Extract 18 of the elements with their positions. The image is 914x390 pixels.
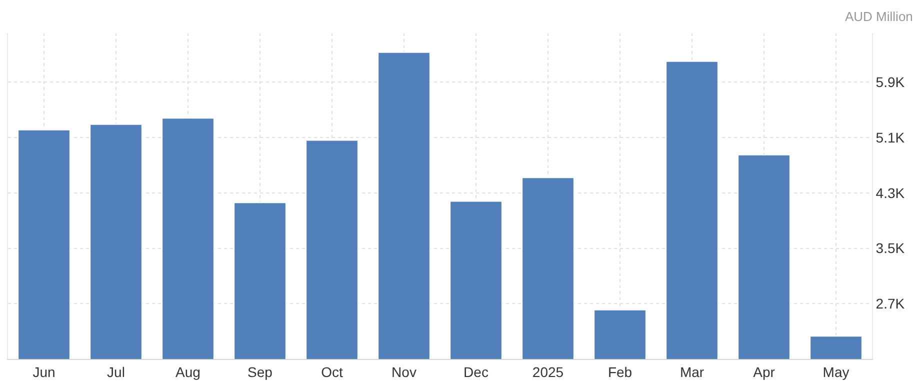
text: AUD Million	[845, 9, 913, 24]
y-tick-label: 5.9K	[876, 74, 906, 90]
x-tick-label: May	[822, 364, 850, 380]
x-tick-label: Oct	[321, 364, 343, 380]
y-tick-label: 3.5K	[876, 240, 906, 256]
x-tick-label: Feb	[608, 364, 632, 380]
x-tick-label: Aug	[176, 364, 200, 380]
y-tick-label: 4.3K	[876, 184, 906, 201]
x-tick-label: Apr	[753, 364, 776, 380]
y-tick-label: 5.1K	[876, 129, 906, 146]
x-tick-label: Mar	[680, 364, 704, 380]
x-tick-label: Dec	[464, 364, 488, 380]
x-tick-label: 2025	[532, 364, 564, 380]
x-tick-label: Jun	[32, 364, 56, 380]
x-tick-label: Jul	[107, 364, 125, 380]
x-tick-label: Nov	[392, 364, 416, 380]
y-tick-label: 2.7K	[876, 296, 906, 312]
x-tick-label: Sep	[248, 364, 273, 380]
